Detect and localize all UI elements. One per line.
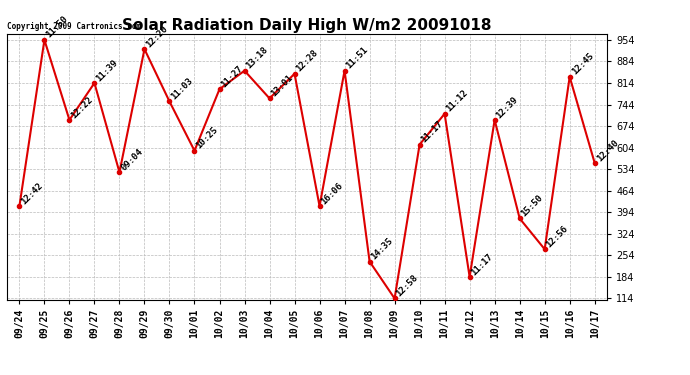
Text: 12:22: 12:22 — [70, 94, 95, 120]
Text: 14:35: 14:35 — [370, 236, 395, 261]
Text: 11:17: 11:17 — [420, 119, 445, 144]
Text: 11:50: 11:50 — [44, 15, 70, 40]
Text: 12:39: 12:39 — [495, 94, 520, 120]
Text: 11:39: 11:39 — [95, 58, 120, 83]
Title: Solar Radiation Daily High W/m2 20091018: Solar Radiation Daily High W/m2 20091018 — [122, 18, 492, 33]
Text: 13:18: 13:18 — [244, 45, 270, 70]
Text: 12:20: 12:20 — [144, 24, 170, 49]
Text: 12:40: 12:40 — [595, 138, 620, 163]
Text: 12:56: 12:56 — [544, 224, 570, 249]
Text: 09:04: 09:04 — [119, 147, 145, 172]
Text: 15:50: 15:50 — [520, 193, 545, 218]
Text: 11:12: 11:12 — [444, 88, 470, 114]
Text: 12:42: 12:42 — [19, 181, 45, 206]
Text: 11:27: 11:27 — [219, 64, 245, 89]
Text: 12:58: 12:58 — [395, 273, 420, 298]
Text: 12:45: 12:45 — [570, 51, 595, 77]
Text: 10:25: 10:25 — [195, 125, 220, 151]
Text: 12:28: 12:28 — [295, 48, 320, 74]
Text: 11:51: 11:51 — [344, 45, 370, 70]
Text: 13:01: 13:01 — [270, 73, 295, 98]
Text: Copyright 2009 Cartronics.com: Copyright 2009 Cartronics.com — [7, 22, 141, 31]
Text: 16:06: 16:06 — [319, 181, 345, 206]
Text: 11:03: 11:03 — [170, 76, 195, 102]
Text: 11:17: 11:17 — [470, 252, 495, 277]
